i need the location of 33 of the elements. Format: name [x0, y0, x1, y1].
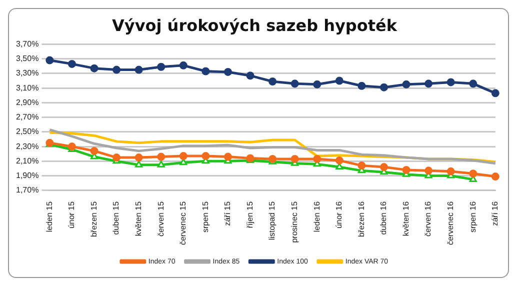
x-tick-label: leden 16	[312, 200, 322, 232]
y-tick-label: 2,10%	[16, 156, 39, 166]
x-tick-label: květen 16	[401, 200, 410, 236]
x-tick-label: srpen 16	[468, 200, 478, 233]
x-tick-label: květen 15	[134, 200, 144, 236]
y-tick-label: 2,50%	[16, 127, 39, 136]
x-tick-label: listopad 15	[268, 200, 277, 240]
y-tick-label: 3,70%	[16, 39, 39, 48]
x-tick-label: červen 15	[156, 200, 166, 237]
x-tick-label: duben 15	[112, 200, 121, 235]
y-tick-label: 3,10%	[16, 83, 39, 92]
x-tick-label: srpen 15	[200, 200, 210, 233]
x-tick-label: únor 16	[334, 200, 344, 229]
y-tick-label: 2,70%	[16, 112, 39, 122]
y-tick-label: 3,30%	[16, 68, 39, 78]
x-tick-label: únor 15	[67, 200, 76, 229]
x-tick-label: březen 16	[356, 200, 366, 238]
y-tick-label: 2,90%	[16, 98, 39, 107]
x-tick-label: září 16	[490, 200, 500, 226]
x-tick-label: září 15	[223, 200, 232, 226]
x-tick-label: leden 15	[44, 200, 54, 232]
y-tick-label: 2,30%	[16, 142, 39, 151]
x-tick-label: březen 15	[89, 200, 98, 238]
chart-title: Vývoj úrokových sazeb hypoték	[112, 16, 398, 35]
x-tick-label: červenec 15	[178, 200, 188, 246]
x-tick-label: duben 16	[379, 200, 388, 235]
x-tick-label: prosinec 15	[290, 200, 300, 243]
y-tick-label: 3,50%	[16, 54, 39, 64]
x-tick-label: červen 16	[424, 200, 433, 237]
y-tick-label: 1,70%	[16, 186, 39, 195]
x-tick-label: červenec 16	[446, 200, 456, 246]
y-tick-label: 1,90%	[16, 171, 39, 180]
x-tick-label: říjen 15	[245, 200, 254, 228]
